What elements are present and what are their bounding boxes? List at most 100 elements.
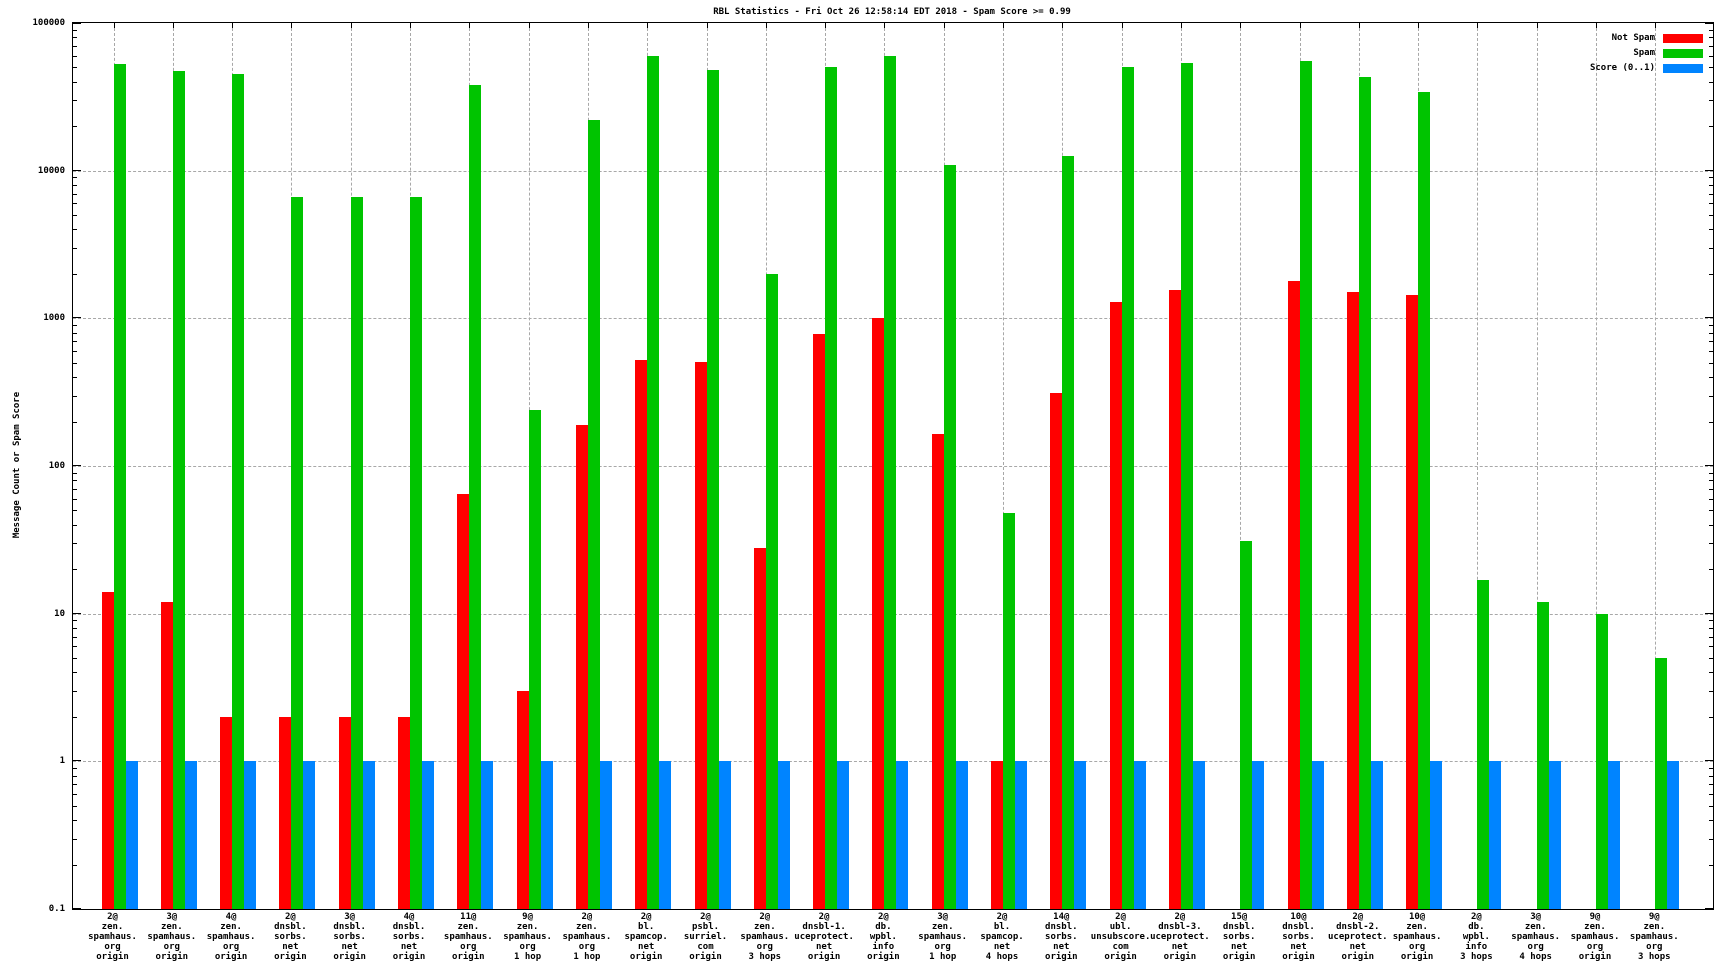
- x-tick-label-line: 2@: [700, 912, 711, 922]
- x-major-tick-top: [765, 23, 767, 28]
- bar-score: [896, 761, 909, 909]
- bar-score: [1667, 761, 1680, 909]
- y-minor-tick-left: [73, 247, 77, 249]
- y-minor-tick-left: [73, 229, 77, 231]
- y-minor-tick-left: [73, 646, 77, 648]
- y-major-tick-left: [73, 612, 81, 614]
- bar-not-spam: [1406, 294, 1419, 909]
- x-tick-label-line: wpbl.: [1462, 932, 1490, 942]
- x-major-tick-top: [1655, 23, 1657, 28]
- x-major-tick-top: [1477, 23, 1479, 28]
- x-tick-label-line: spamcop.: [980, 932, 1024, 942]
- y-minor-tick-right: [1709, 325, 1713, 327]
- x-tick-label-line: 1 hop: [514, 952, 542, 962]
- y-minor-tick-right: [1709, 29, 1713, 31]
- y-tick-label: 100000: [32, 18, 65, 28]
- bar-spam: [1180, 62, 1193, 909]
- x-major-tick-top: [1240, 23, 1242, 28]
- x-tick-label-line: org: [1646, 942, 1663, 952]
- y-tick-label: 100: [48, 461, 65, 471]
- x-tick-label-line: dnsbl.: [1282, 922, 1315, 932]
- y-minor-tick-right: [1709, 377, 1713, 379]
- x-major-tick-top: [113, 23, 115, 28]
- y-major-tick-left: [73, 465, 81, 466]
- x-tick-label-line: db.: [1468, 922, 1485, 932]
- x-major-tick-top: [1062, 23, 1064, 28]
- y-minor-tick-right: [1709, 184, 1713, 186]
- y-minor-tick-left: [73, 784, 77, 786]
- x-tick-label-line: origin: [1045, 952, 1078, 962]
- bar-spam: [587, 120, 600, 909]
- y-minor-tick-left: [73, 672, 77, 674]
- bar-score: [1252, 761, 1265, 909]
- y-minor-tick-right: [1709, 690, 1713, 692]
- x-tick-label: 3@ zen. spamhaus. org 4 hops: [1499, 912, 1573, 962]
- bar-spam: [1536, 601, 1549, 909]
- x-major-tick-top: [410, 23, 411, 28]
- bar-not-spam: [1050, 393, 1063, 909]
- bar-spam: [1418, 92, 1431, 909]
- x-tick-label-line: info: [1465, 942, 1488, 952]
- y-minor-tick-right: [1709, 794, 1713, 796]
- x-tick-label-line: origin: [867, 952, 900, 962]
- x-tick-label-line: sorbs.: [274, 932, 307, 942]
- x-tick-label-line: dnsbl.: [392, 922, 426, 932]
- y-minor-tick-left: [73, 55, 77, 57]
- y-minor-tick-right: [1709, 273, 1713, 275]
- y-minor-tick-right: [1709, 100, 1713, 102]
- bar-score: [777, 761, 790, 909]
- x-tick-label-line: 3 hops: [1638, 952, 1671, 962]
- y-minor-tick-right: [1709, 67, 1713, 69]
- x-tick-label-line: origin: [1222, 952, 1256, 962]
- x-gridline: [1596, 23, 1597, 909]
- x-tick-label-line: spamhaus.: [1629, 932, 1679, 942]
- y-minor-tick-left: [73, 480, 77, 482]
- y-minor-tick-right: [1709, 620, 1713, 622]
- x-tick-label-line: ubl.: [1109, 922, 1132, 932]
- y-minor-tick-left: [73, 81, 77, 83]
- y-minor-tick-left: [73, 472, 77, 474]
- x-tick-label-line: org: [1586, 942, 1604, 952]
- bar-score: [1370, 761, 1383, 909]
- bar-not-spam: [575, 424, 588, 909]
- bar-spam: [706, 70, 719, 909]
- y-minor-tick-right: [1709, 636, 1713, 638]
- bar-score: [1489, 761, 1502, 909]
- x-tick-label-line: origin: [1578, 952, 1612, 962]
- x-tick-label: 2@ bl. spamcop. net 4 hops: [965, 912, 1039, 962]
- bar-not-spam: [813, 334, 826, 909]
- x-tick-label-line: 2@: [1470, 912, 1482, 922]
- x-tick-label-line: uceprotect.: [1327, 932, 1388, 942]
- bar-spam: [1299, 61, 1312, 909]
- y-minor-tick-right: [1709, 341, 1713, 343]
- y-minor-tick-right: [1709, 332, 1713, 334]
- bar-not-spam: [753, 547, 766, 909]
- y-major-tick-right: [1705, 317, 1713, 319]
- y-minor-tick-left: [73, 29, 77, 31]
- bar-score: [837, 761, 850, 909]
- y-minor-tick-right: [1709, 658, 1713, 660]
- bar-spam: [350, 197, 363, 909]
- x-tick-label-line: net: [1290, 942, 1307, 952]
- legend: Not Spam Spam Score (0..1): [1590, 33, 1703, 78]
- y-minor-tick-left: [73, 67, 77, 69]
- x-tick-label-line: uceprotect.: [1150, 932, 1210, 942]
- bar-not-spam: [101, 592, 114, 909]
- x-tick-label-line: dnsbl-2.: [1336, 922, 1380, 932]
- chart-title: RBL Statistics - Fri Oct 26 12:58:14 EDT…: [713, 7, 1071, 17]
- y-minor-tick-right: [1709, 351, 1713, 353]
- x-tick-label-line: sorbs.: [1045, 932, 1078, 942]
- y-major-tick-right: [1705, 908, 1713, 909]
- y-major-tick-right: [1705, 465, 1713, 466]
- x-tick-label-line: 4@: [403, 912, 415, 922]
- x-major-tick-top: [1536, 23, 1538, 28]
- bar-score: [125, 761, 138, 909]
- bar-not-spam: [635, 360, 648, 909]
- x-tick-label-line: sorbs.: [333, 932, 366, 942]
- bar-spam: [1062, 156, 1075, 909]
- x-tick-label-line: net: [1231, 942, 1248, 952]
- y-minor-tick-right: [1709, 395, 1713, 397]
- x-tick-label-line: sorbs.: [1222, 932, 1256, 942]
- legend-swatch: [1663, 63, 1703, 73]
